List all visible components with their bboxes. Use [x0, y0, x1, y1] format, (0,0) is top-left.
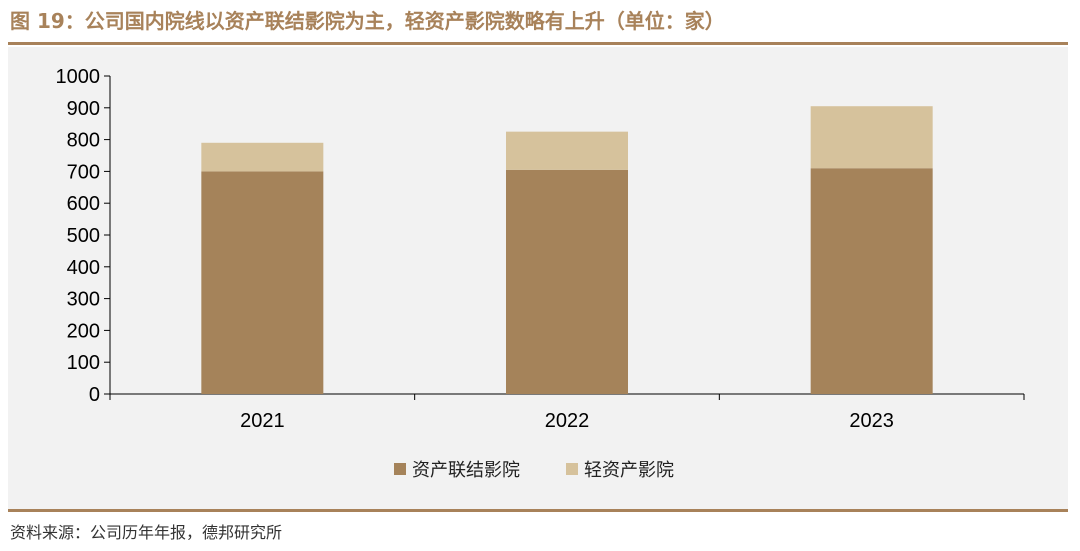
- bar-asset-light-2021: [201, 142, 324, 172]
- y-tick-label: 300: [67, 289, 100, 311]
- legend-item-asset-light-swatch: [566, 463, 578, 475]
- legend-item-asset-linked-label: 资产联结影院: [412, 460, 520, 481]
- bar-asset-linked-2023: [810, 168, 933, 394]
- x-tick-label: 2021: [240, 410, 285, 432]
- x-tick-label: 2023: [849, 410, 894, 432]
- bar-asset-light-2022: [506, 131, 628, 170]
- legend-item-asset-light-label: 轻资产影院: [584, 460, 674, 481]
- bar-asset-light-2023: [810, 106, 933, 169]
- y-tick-label: 800: [67, 130, 100, 152]
- y-tick-label: 500: [67, 225, 100, 247]
- bar-asset-linked-2022: [506, 169, 628, 394]
- y-tick-label: 600: [67, 193, 100, 215]
- y-tick-label: 400: [67, 257, 100, 279]
- y-tick-label: 700: [67, 161, 100, 183]
- source-rule: [8, 509, 1068, 512]
- source-note: 资料来源：公司历年年报，德邦研究所: [10, 523, 283, 542]
- title-rule: [8, 42, 1068, 45]
- y-tick-label: 0: [89, 384, 100, 406]
- y-tick-label: 1000: [56, 66, 101, 88]
- bar-asset-linked-2021: [201, 171, 324, 394]
- x-tick-label: 2022: [545, 410, 590, 432]
- legend-item-asset-linked-swatch: [394, 463, 406, 475]
- y-tick-label: 100: [67, 352, 100, 374]
- y-tick-label: 900: [67, 98, 100, 120]
- y-tick-label: 200: [67, 320, 100, 342]
- figure-title: 图 19：公司国内院线以资产联结影院为主，轻资产影院数略有上升（单位：家）: [10, 9, 725, 33]
